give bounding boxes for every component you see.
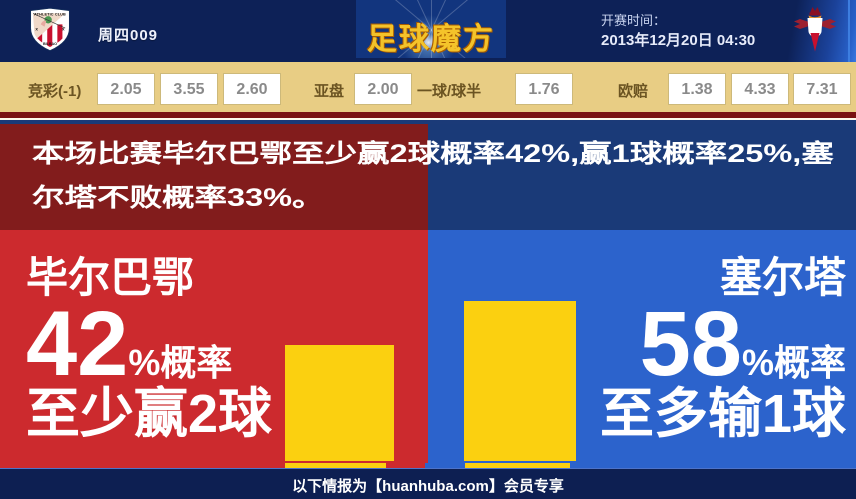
svg-text:ATHLETIC CLUB: ATHLETIC CLUB	[34, 13, 66, 17]
svg-text:BILBAO: BILBAO	[43, 42, 57, 46]
svg-text:x: x	[62, 26, 65, 31]
svg-text:x: x	[35, 26, 38, 31]
